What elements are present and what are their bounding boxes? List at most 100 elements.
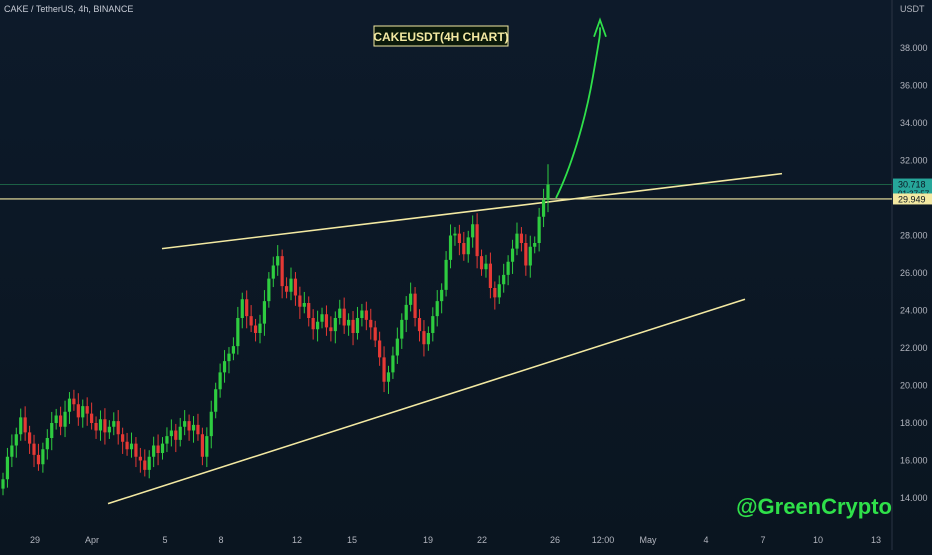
candle-body [50, 423, 54, 438]
candle-body [506, 261, 510, 275]
candle-body [14, 434, 18, 446]
candle-body [431, 316, 435, 333]
y-tick-label: 28.000 [900, 231, 928, 241]
candle-body [147, 456, 151, 470]
candle-body [116, 421, 120, 435]
candle-body [156, 445, 160, 453]
candle-body [81, 406, 85, 418]
candle-body [107, 426, 111, 433]
candle-body [391, 355, 395, 373]
candle-body [94, 423, 98, 431]
candle-body [214, 389, 218, 412]
candle-body [382, 357, 386, 382]
y-tick-label: 16.000 [900, 456, 928, 466]
candle-body [27, 432, 32, 444]
candle-body [10, 445, 14, 457]
candle-body [462, 243, 466, 255]
candle-body [32, 443, 36, 455]
candle-body [134, 443, 138, 457]
candle-body [515, 233, 519, 249]
candle-body [227, 353, 231, 362]
candle-body [174, 430, 178, 440]
candle-body [422, 331, 426, 345]
candle-body [373, 327, 377, 341]
candle-body [351, 319, 355, 333]
candle-body [479, 256, 484, 270]
candle-body [338, 308, 342, 318]
candle-body [129, 443, 134, 450]
candle-body [315, 321, 320, 330]
x-tick-label: May [639, 535, 657, 545]
candle-body [284, 286, 289, 292]
candle-body [537, 216, 541, 243]
candle-body [103, 419, 107, 433]
candle-body [519, 233, 524, 243]
symbol-label: CAKE / TetherUS, 4h, BINANCE [4, 4, 134, 14]
candle-body [488, 263, 492, 288]
candle-body [355, 318, 360, 333]
candle-body [41, 449, 45, 465]
y-tick-label: 26.000 [900, 268, 928, 278]
candle-body [466, 237, 470, 255]
candle-body [457, 233, 461, 243]
candle-body [209, 411, 213, 437]
candle-body [497, 284, 501, 298]
candle-body [541, 199, 546, 217]
candle-body [293, 278, 298, 296]
x-tick-label: 13 [871, 535, 881, 545]
candle-body [262, 301, 267, 324]
x-tick-label: 15 [347, 535, 357, 545]
lower-trendline [107, 298, 746, 505]
candle-body [400, 319, 404, 339]
candle-body [342, 308, 346, 326]
candle-body [218, 372, 222, 390]
x-tick-label: 26 [550, 535, 560, 545]
x-tick-label: 12 [292, 535, 302, 545]
x-tick-label: 22 [477, 535, 487, 545]
candle-body [378, 340, 382, 358]
candle-body [249, 316, 253, 326]
y-tick-label: 24.000 [900, 306, 928, 316]
y-unit-label: USDT [900, 4, 925, 14]
candle-body [502, 274, 506, 285]
x-tick-label: 5 [162, 535, 167, 545]
candle-body [386, 372, 391, 382]
candle-body [360, 310, 364, 318]
candle-body [90, 413, 94, 423]
y-tick-label: 38.000 [900, 43, 928, 53]
candle-body [67, 398, 72, 412]
candle-body [5, 456, 10, 480]
candle-body [510, 248, 515, 262]
candle-body [138, 456, 142, 461]
x-tick-label: 4 [703, 535, 708, 545]
watermark: @GreenCrypto [736, 494, 892, 519]
price-tag-label: 30.718 [898, 180, 926, 190]
candle-body [72, 398, 76, 405]
candle-body [125, 441, 129, 450]
candle-body [444, 259, 448, 290]
candle-body [484, 263, 488, 270]
candle-body [165, 436, 169, 444]
candle-body [178, 426, 182, 440]
chart-title-box [373, 25, 509, 47]
candle-body [143, 460, 147, 470]
candle-body [329, 327, 333, 332]
candle-body [191, 424, 196, 431]
candle-body [333, 318, 337, 332]
candle-body [324, 314, 329, 328]
candle-body [1, 479, 5, 489]
candle-body [85, 406, 89, 414]
candle-body [471, 224, 475, 238]
candle-body [200, 434, 204, 457]
candle-body [280, 256, 284, 287]
candle-body [302, 303, 306, 307]
candle-body [448, 235, 453, 260]
candle-body [289, 278, 293, 292]
candle-body [320, 314, 324, 322]
candle-body [426, 333, 430, 345]
x-tick-label: 7 [760, 535, 765, 545]
candle-body [231, 346, 236, 354]
candle-body [222, 361, 227, 373]
